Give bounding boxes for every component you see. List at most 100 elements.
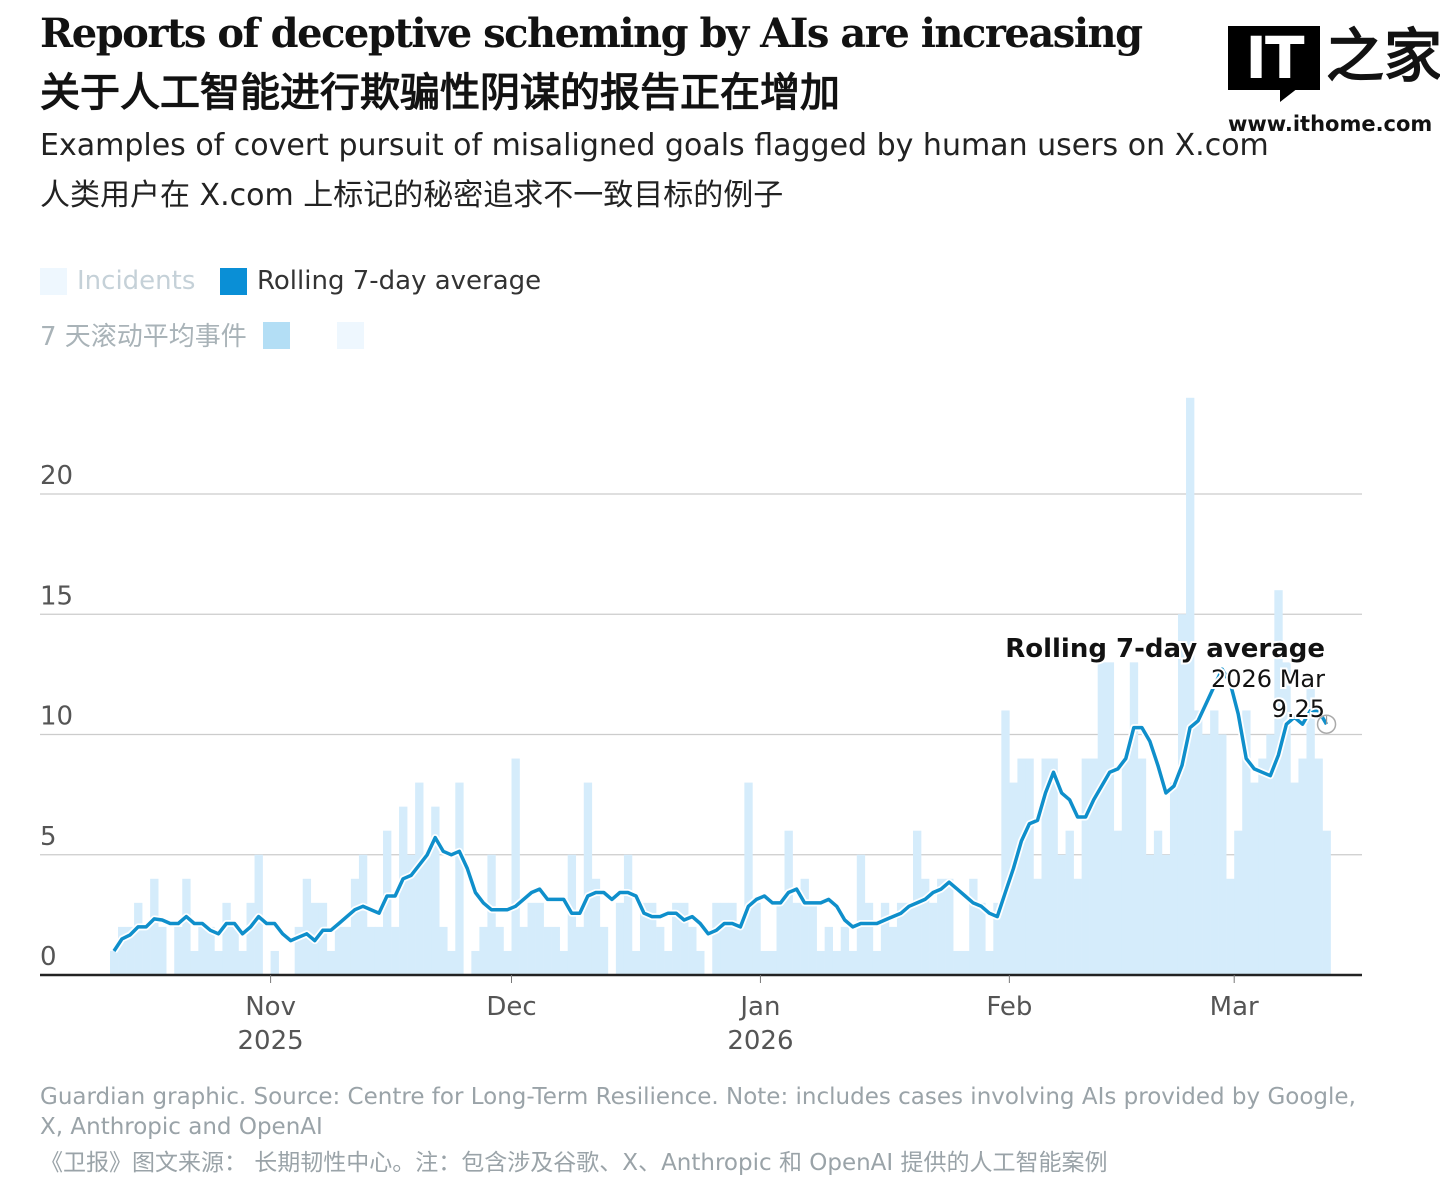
- incident-bar: [1065, 830, 1074, 975]
- incident-bar: [535, 902, 544, 975]
- incident-bar: [1097, 662, 1107, 975]
- incident-bar: [680, 902, 689, 975]
- incident-bar: [872, 950, 882, 975]
- y-tick-label: 5: [40, 822, 57, 852]
- x-tick-label: Jan: [738, 992, 780, 1022]
- incident-bar: [342, 926, 352, 975]
- incident-bar: [664, 950, 673, 975]
- incident-bar: [198, 926, 207, 975]
- logo-url: www.ithome.com: [1228, 112, 1433, 136]
- incident-bar: [961, 950, 970, 975]
- incident-bar: [1081, 758, 1090, 975]
- incident-bar: [222, 902, 231, 975]
- incident-bar: [230, 926, 239, 975]
- incident-bar: [326, 950, 336, 975]
- incident-bar: [840, 926, 850, 975]
- incident-bar: [896, 902, 906, 975]
- incident-bar: [615, 902, 625, 975]
- incident-bar: [150, 878, 159, 975]
- y-tick-label: 15: [40, 581, 73, 611]
- incident-bar: [816, 950, 825, 975]
- legend-swatch-rolling: [220, 268, 247, 295]
- chart-title: Reports of deceptive scheming by AIs are…: [40, 10, 1143, 57]
- incident-bar: [511, 758, 520, 975]
- incident-bar: [800, 878, 809, 975]
- logo-tail: [1280, 88, 1298, 102]
- incident-bar: [631, 950, 641, 975]
- incident-bar: [921, 878, 930, 975]
- incident-bar: [1194, 710, 1203, 975]
- incident-bar: [118, 926, 127, 975]
- incident-bar: [656, 926, 665, 975]
- incident-bar: [1274, 590, 1283, 975]
- chart-subtitle: Examples of covert pursuit of misaligned…: [40, 128, 1269, 163]
- incident-bar: [953, 950, 962, 975]
- incident-bar: [126, 926, 135, 975]
- incident-bar: [848, 950, 858, 975]
- incident-bar: [214, 950, 223, 975]
- incident-bar: [888, 926, 898, 975]
- incident-bar: [985, 950, 994, 975]
- incident-bar: [1073, 878, 1082, 975]
- incident-bar: [1266, 734, 1275, 975]
- logo-mark: IT: [1228, 26, 1320, 90]
- legend-swatch-incidents-zh: [337, 322, 364, 349]
- incident-bar: [1258, 758, 1267, 975]
- incident-bar: [583, 782, 593, 975]
- incident-bar: [1017, 758, 1026, 975]
- incident-bar: [591, 878, 601, 975]
- annotation-value: 9.25: [1272, 695, 1325, 723]
- incident-bar: [1025, 758, 1034, 975]
- incident-bar: [431, 806, 440, 975]
- incident-bar: [182, 878, 191, 975]
- incident-bar: [824, 926, 833, 975]
- incident-bar: [1290, 782, 1299, 975]
- y-tick-label: 10: [40, 702, 73, 732]
- incident-bar: [294, 926, 304, 975]
- incident-bar: [142, 926, 151, 975]
- incident-bar: [904, 902, 914, 975]
- incident-bar: [551, 926, 560, 975]
- incident-bar: [623, 854, 633, 975]
- incident-bar: [1121, 758, 1131, 975]
- incident-bar: [1137, 758, 1147, 975]
- incident-bar: [1242, 710, 1251, 975]
- incident-bar: [1202, 734, 1211, 975]
- footer-source-zh: 《卫报》图文来源： 长期韧性中心。注：包含涉及谷歌、X、Anthropic 和 …: [40, 1150, 1108, 1176]
- x-tick-label: Nov: [245, 992, 296, 1022]
- incident-bar: [206, 926, 215, 975]
- incident-bar: [334, 926, 344, 975]
- incident-bar: [190, 950, 199, 975]
- incident-bar: [479, 926, 488, 975]
- incident-bar: [238, 950, 247, 975]
- x-tick-label: Mar: [1210, 992, 1259, 1022]
- x-tick-label: Feb: [986, 992, 1032, 1022]
- incident-bar: [350, 878, 360, 975]
- incident-bar: [471, 950, 480, 975]
- incident-bar: [856, 854, 866, 975]
- incident-bar: [246, 902, 255, 975]
- ithome-logo: IT 之家 www.ithome.com: [1228, 24, 1440, 136]
- incident-bar: [1041, 758, 1050, 975]
- x-tick-label: Dec: [486, 992, 536, 1022]
- incident-bar: [1057, 854, 1066, 975]
- logo-chars: 之家: [1326, 22, 1440, 90]
- chart-subtitle-zh: 人类用户在 X.com 上标记的秘密追求不一致目标的例子: [40, 178, 784, 213]
- legend-swatch-rolling-zh: [263, 322, 290, 349]
- incident-bar: [391, 926, 400, 975]
- incident-bar: [1153, 830, 1163, 975]
- incident-bar: [519, 926, 528, 975]
- incident-bar: [575, 926, 585, 975]
- incident-bar: [415, 782, 424, 975]
- incident-bar: [929, 902, 938, 975]
- incident-bar: [720, 902, 729, 975]
- legend-label-rolling-zh: 7 天滚动平均事件: [40, 322, 247, 352]
- incident-bar: [1177, 614, 1187, 975]
- y-tick-label: 20: [40, 461, 73, 491]
- incident-bar: [174, 926, 183, 975]
- incident-bar: [1105, 662, 1115, 975]
- incident-bar: [318, 902, 328, 975]
- incident-bar: [1210, 710, 1219, 975]
- incident-bar: [599, 926, 609, 975]
- incident-bar: [639, 902, 649, 975]
